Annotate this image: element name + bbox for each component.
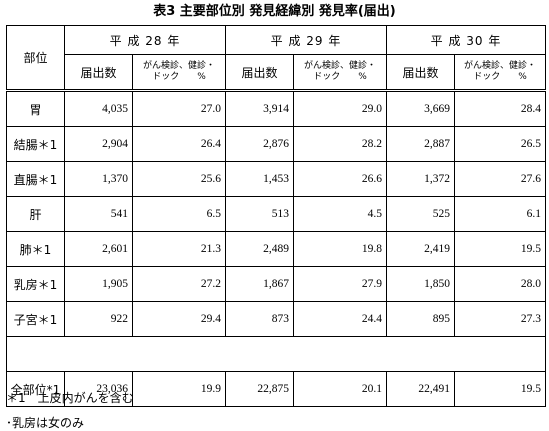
pct-cell: 26.4 <box>132 126 226 162</box>
pct-cell: 27.2 <box>132 266 226 302</box>
count-cell: 2,419 <box>386 231 455 267</box>
table-row: 直腸＊1 1,370 25.6 1,453 26.6 1,372 27.6 <box>6 161 546 197</box>
pct-cell: 28.4 <box>454 89 546 127</box>
pct-cell: 27.9 <box>293 266 387 302</box>
header-pct-line2: ドック % <box>313 72 367 82</box>
header-year-29: 平 成 29 年 <box>225 25 387 55</box>
table-row: 胃 4,035 27.0 3,914 29.0 3,669 28.4 <box>6 89 546 127</box>
table-title: 表3 主要部位別 発見経緯別 発見率(届出) <box>153 4 396 19</box>
blank-row <box>6 336 546 372</box>
count-cell: 2,887 <box>386 126 455 162</box>
blank-cell <box>6 336 546 372</box>
pct-cell: 19.9 <box>132 371 226 407</box>
pct-cell: 26.6 <box>293 161 387 197</box>
count-cell: 23,036 <box>64 371 133 407</box>
count-cell: 873 <box>225 301 294 337</box>
pct-cell: 21.3 <box>132 231 226 267</box>
header-count: 届出数 <box>64 54 133 91</box>
count-cell: 922 <box>64 301 133 337</box>
header-pct-line1: がん検診、健診・ <box>303 61 376 71</box>
total-site-cell: 全部位*1 <box>6 371 65 407</box>
count-cell: 1,370 <box>64 161 133 197</box>
count-cell: 3,914 <box>225 89 294 127</box>
header-count: 届出数 <box>386 54 455 91</box>
site-cell: 胃 <box>6 89 65 127</box>
pct-cell: 28.2 <box>293 126 387 162</box>
table-row: 乳房＊1 1,905 27.2 1,867 27.9 1,850 28.0 <box>6 266 546 302</box>
count-cell: 2,601 <box>64 231 133 267</box>
pct-cell: 25.6 <box>132 161 226 197</box>
count-cell: 1,867 <box>225 266 294 302</box>
count-cell: 3,669 <box>386 89 455 127</box>
header-pct-line2: ドック % <box>473 72 527 82</box>
pct-cell: 28.0 <box>454 266 546 302</box>
header-count: 届出数 <box>225 54 294 91</box>
pct-cell: 6.5 <box>132 196 226 232</box>
pct-cell: 19.5 <box>454 231 546 267</box>
table-row: 肺＊1 2,601 21.3 2,489 19.8 2,419 19.5 <box>6 231 546 267</box>
site-cell: 乳房＊1 <box>6 266 65 302</box>
site-cell: 肝 <box>6 196 65 232</box>
count-cell: 1,372 <box>386 161 455 197</box>
header-site: 部位 <box>6 25 65 91</box>
pct-cell: 20.1 <box>293 371 387 407</box>
total-row: 全部位*1 23,036 19.9 22,875 20.1 22,491 19.… <box>6 371 546 407</box>
pct-cell: 26.5 <box>454 126 546 162</box>
pct-cell: 29.4 <box>132 301 226 337</box>
count-cell: 2,876 <box>225 126 294 162</box>
header-pct: がん検診、健診・ ドック % <box>293 54 387 91</box>
pct-cell: 27.3 <box>454 301 546 337</box>
count-cell: 525 <box>386 196 455 232</box>
count-cell: 895 <box>386 301 455 337</box>
count-cell: 2,489 <box>225 231 294 267</box>
header-year-30: 平 成 30 年 <box>386 25 546 55</box>
pct-cell: 24.4 <box>293 301 387 337</box>
count-cell: 1,453 <box>225 161 294 197</box>
pct-cell: 27.6 <box>454 161 546 197</box>
count-cell: 1,850 <box>386 266 455 302</box>
pct-cell: 29.0 <box>293 89 387 127</box>
footnote-2: ･乳房は女のみ <box>6 416 85 430</box>
pct-cell: 27.0 <box>132 89 226 127</box>
header-pct-line1: がん検診、健診・ <box>142 61 215 71</box>
table-row: 子宮＊1 922 29.4 873 24.4 895 27.3 <box>6 301 546 337</box>
header-pct-line2: ドック % <box>152 72 206 82</box>
pct-cell: 4.5 <box>293 196 387 232</box>
count-cell: 541 <box>64 196 133 232</box>
pct-cell: 19.5 <box>454 371 546 407</box>
count-cell: 4,035 <box>64 89 133 127</box>
pct-cell: 19.8 <box>293 231 387 267</box>
header-pct: がん検診、健診・ ドック % <box>454 54 546 91</box>
footnote-1: ＊1 上皮内がんを含む <box>6 391 134 405</box>
count-cell: 1,905 <box>64 266 133 302</box>
header-pct: がん検診、健診・ ドック % <box>132 54 226 91</box>
count-cell: 22,875 <box>225 371 294 407</box>
site-cell: 肺＊1 <box>6 231 65 267</box>
table-row: 肝 541 6.5 513 4.5 525 6.1 <box>6 196 546 232</box>
detection-rate-table: 部位 平 成 28 年 平 成 29 年 平 成 30 年 届出数 がん検診、健… <box>6 25 546 407</box>
count-cell: 513 <box>225 196 294 232</box>
site-cell: 子宮＊1 <box>6 301 65 337</box>
table-row: 結腸＊1 2,904 26.4 2,876 28.2 2,887 26.5 <box>6 126 546 162</box>
header-year-28: 平 成 28 年 <box>64 25 226 55</box>
count-cell: 2,904 <box>64 126 133 162</box>
site-cell: 直腸＊1 <box>6 161 65 197</box>
header-pct-line1: がん検診、健診・ <box>463 61 536 71</box>
site-cell: 結腸＊1 <box>6 126 65 162</box>
pct-cell: 6.1 <box>454 196 546 232</box>
count-cell: 22,491 <box>386 371 455 407</box>
